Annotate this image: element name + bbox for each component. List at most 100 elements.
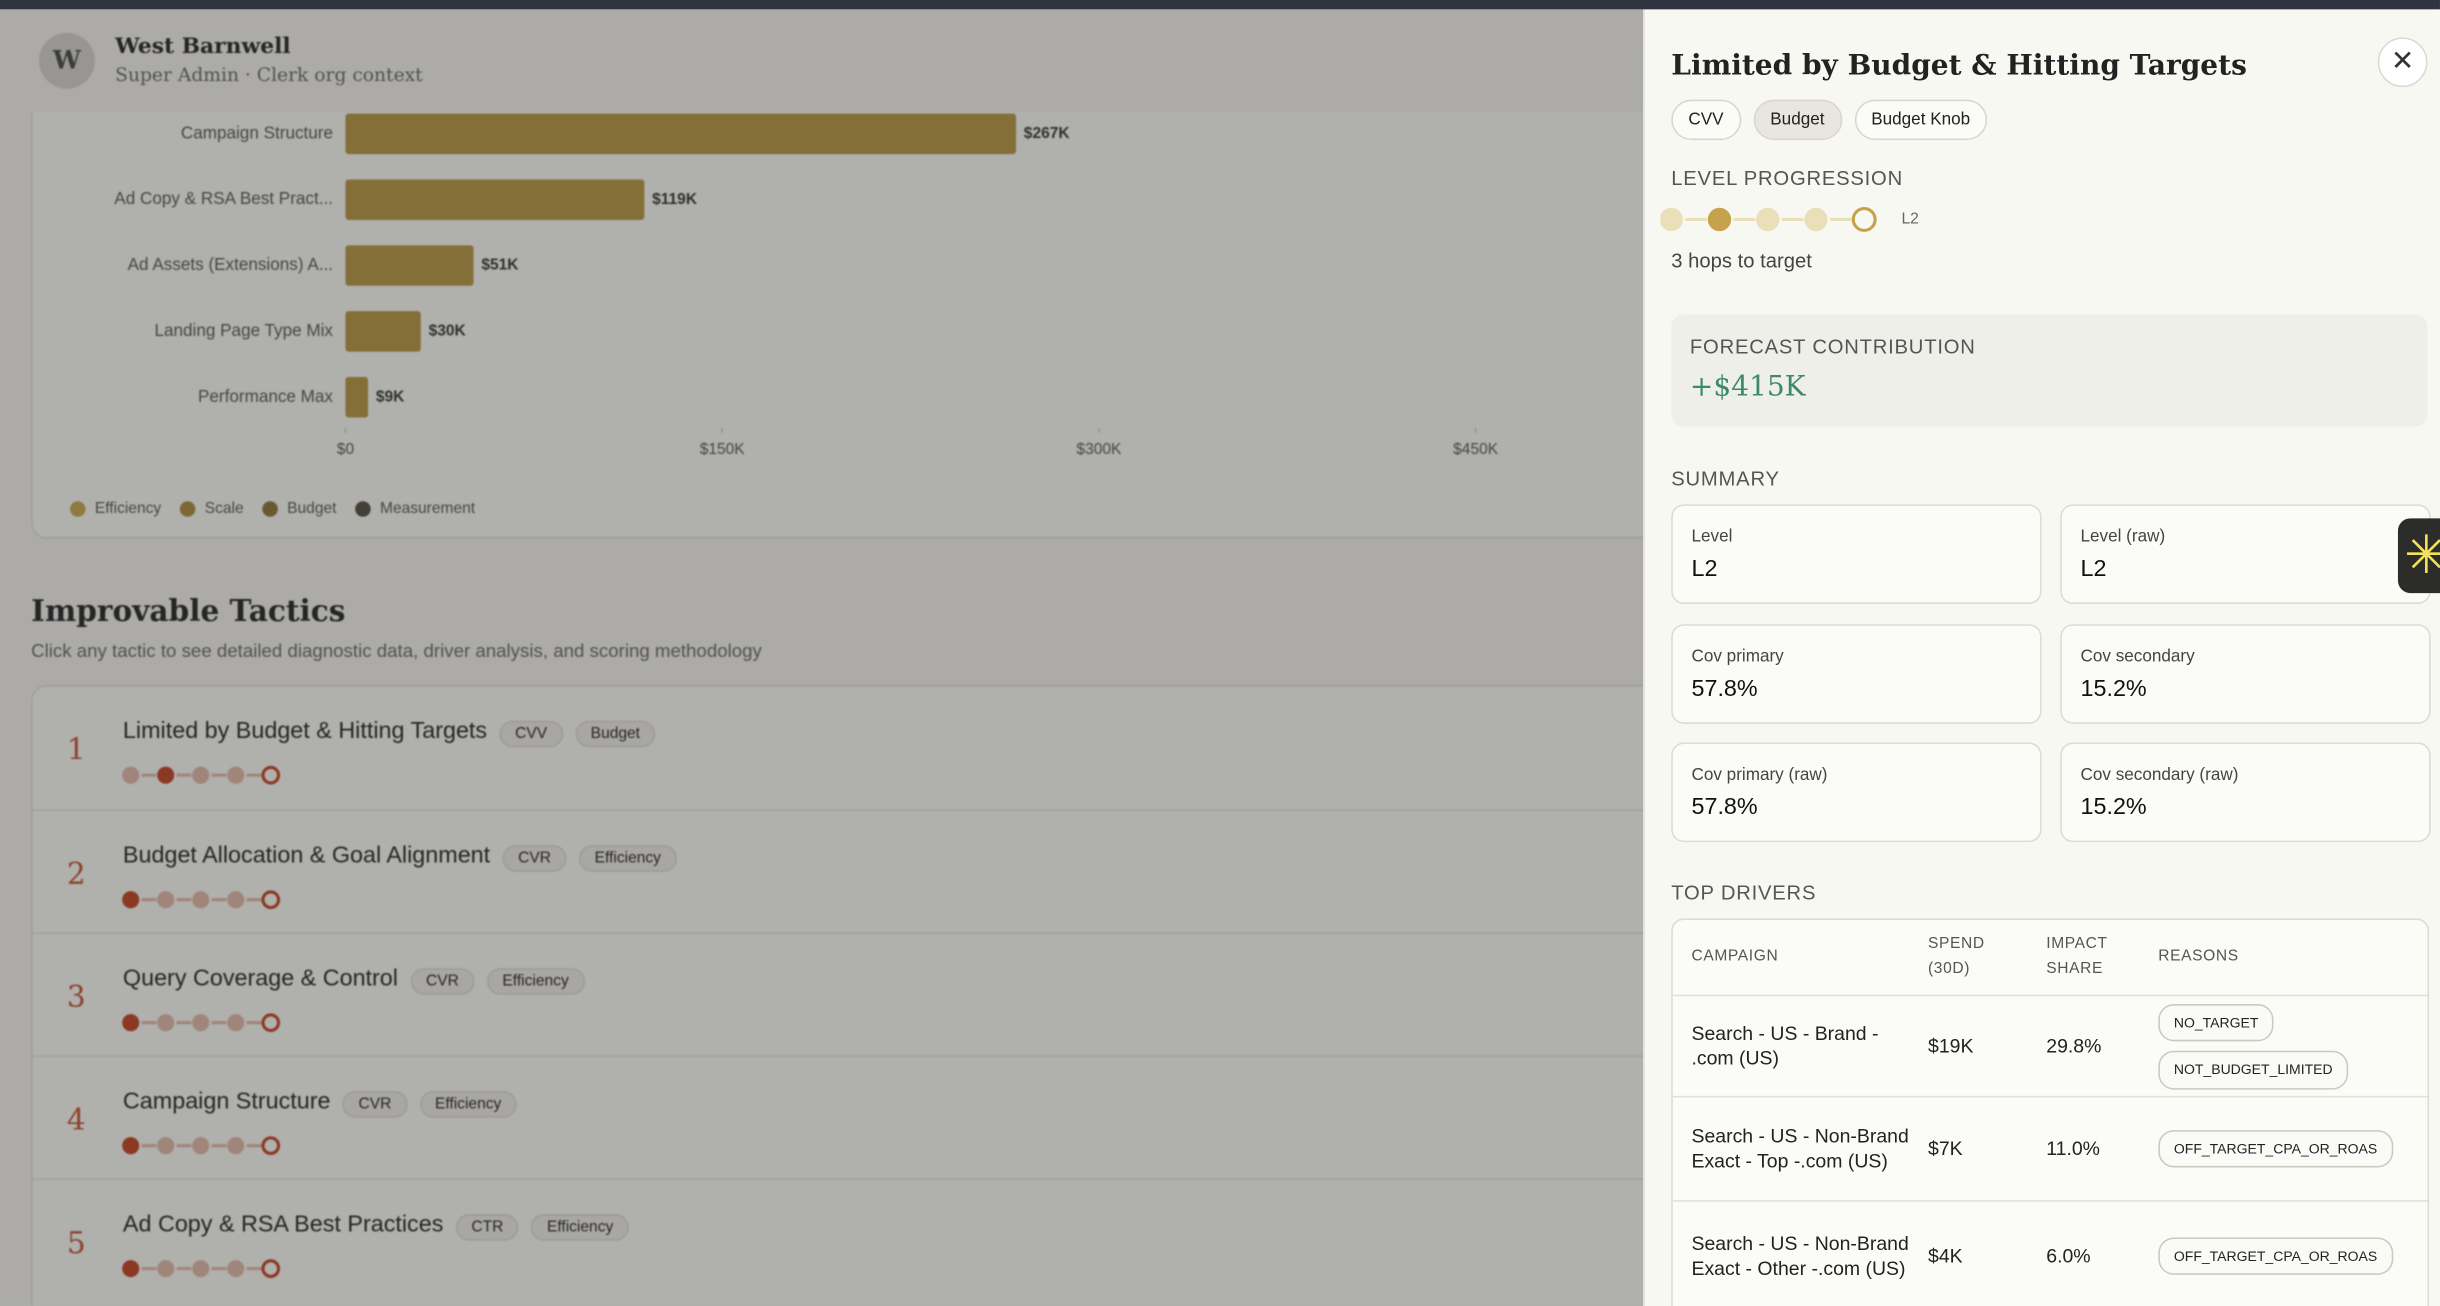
legend-swatch — [355, 501, 371, 517]
level-dot — [261, 1013, 281, 1033]
drivers-table: CAMPAIGN SPEND (30D) IMPACT SHARE REASONS Se… — [1671, 918, 2430, 1306]
current-level-dot — [122, 891, 140, 909]
reason-pill: OFF_TARGET_CPA_OR_ROAS — [2158, 1129, 2393, 1168]
level-dot — [1660, 207, 1683, 232]
tactic-name: Campaign Structure — [122, 1088, 331, 1115]
level-dot — [157, 1137, 175, 1155]
current-level-dot — [1707, 207, 1732, 232]
summary-card: Cov secondary 15.2% — [2060, 623, 2431, 724]
table-header: CAMPAIGN SPEND (30D) IMPACT SHARE REASONS — [1672, 920, 2428, 997]
summary-key: Cov primary (raw) — [1691, 765, 1828, 785]
x-tick-label: $450K — [1453, 441, 1499, 458]
panel-title: Limited by Budget & Hitting Targets — [1671, 49, 2247, 83]
bar — [345, 179, 645, 220]
filter-chip[interactable]: Budget — [1753, 99, 1842, 141]
value-label: $30K — [429, 323, 467, 340]
tactic-rank: 2 — [66, 857, 86, 892]
level-dot — [227, 1260, 245, 1278]
legend-label: Scale — [205, 500, 244, 517]
tactic-row[interactable]: 5 Ad Copy & RSA Best Practices CTR Efficien… — [32, 1178, 1644, 1303]
legend-label: Budget — [287, 500, 337, 517]
summary-grid: Level L2 Level (raw) L2 Cov primary 57.8% Cov … — [1671, 504, 2440, 846]
column-header: REASONS — [2158, 947, 2239, 966]
close-button[interactable]: ✕ — [2377, 37, 2428, 88]
legend-label: Efficiency — [95, 500, 161, 517]
summary-card: Level (raw) L2 — [2060, 504, 2431, 604]
tactic-tag: Budget — [575, 720, 656, 748]
legend-swatch — [179, 501, 196, 517]
tactic-tag: Efficiency — [486, 968, 585, 995]
tactic-rank: 3 — [66, 980, 86, 1015]
legend-label: Measurement — [380, 500, 476, 517]
summary-card: Level L2 — [1671, 504, 2042, 604]
assistant-widget[interactable]: ✳ — [2397, 518, 2440, 594]
tactic-tag: CVR — [502, 845, 567, 872]
level-dot — [1804, 207, 1828, 232]
summary-card: Cov primary 57.8% — [1671, 623, 2042, 724]
forecast-value: +$415K — [1689, 370, 1806, 404]
level-dot — [157, 1260, 175, 1278]
summary-value: L2 — [1691, 555, 1718, 583]
y-tick-label: Campaign Structure — [181, 123, 333, 142]
column-header: CAMPAIGN — [1691, 947, 1779, 966]
x-tick-label: $300K — [1076, 441, 1122, 458]
filter-chip[interactable]: CVV — [1671, 99, 1741, 141]
summary-key: Cov primary — [1691, 646, 1784, 666]
level-dot — [261, 1136, 281, 1155]
current-level-dot — [122, 1260, 140, 1278]
level-dot — [261, 890, 281, 910]
y-tick-label: Ad Copy & RSA Best Pract... — [114, 189, 333, 208]
forecast-box: FORECAST CONTRIBUTION +$415K — [1671, 314, 2428, 427]
reasons-cell: OFF_TARGET_CPA_OR_ROAS — [2158, 1125, 2409, 1172]
tactic-title-line: Campaign Structure CVR Efficiency — [123, 1088, 517, 1118]
tactic-tag: CVR — [342, 1091, 407, 1118]
bar — [345, 311, 421, 352]
summary-value: 57.8% — [1691, 674, 1758, 702]
tactic-progression — [122, 765, 281, 785]
summary-key: Cov secondary (raw) — [2080, 765, 2239, 785]
tactic-row[interactable]: 4 Campaign Structure CVR Efficiency — [32, 1055, 1644, 1180]
y-tick-label: Ad Assets (Extensions) A... — [128, 255, 333, 274]
legend-swatch — [262, 501, 278, 517]
level-label: L2 — [1902, 211, 1919, 228]
tactic-name: Ad Copy & RSA Best Practices — [122, 1211, 444, 1238]
current-level-dot — [157, 766, 175, 784]
column-header: IMPACT SHARE — [2046, 935, 2108, 978]
reason-wrap: OFF_TARGET_CPA_OR_ROAS — [2158, 1232, 2409, 1279]
reason-pill: OFF_TARGET_CPA_OR_ROAS — [2158, 1237, 2393, 1276]
tactic-name: Limited by Budget & Hitting Targets — [122, 717, 488, 745]
tactic-row[interactable]: 3 Query Coverage & Control CVR Efficiency — [32, 932, 1644, 1057]
bar — [345, 113, 1017, 155]
reasons-cell: OFF_TARGET_CPA_OR_ROAS — [2158, 1232, 2409, 1279]
modal-overlay[interactable] — [0, 9, 1644, 1306]
tactic-tag: Efficiency — [419, 1091, 517, 1118]
share-cell: 29.8% — [2046, 1034, 2102, 1057]
tactic-title-line: Ad Copy & RSA Best Practices CTR Efficienc… — [123, 1211, 629, 1241]
level-dot — [261, 765, 281, 785]
progression-label: LEVEL PROGRESSION — [1671, 166, 1903, 190]
filter-chip[interactable]: Budget Knob — [1854, 99, 1988, 141]
tactic-row[interactable]: 1 Limited by Budget & Hitting Targets CVV B… — [33, 686, 1644, 809]
spend-cell: $19K — [1928, 1034, 1974, 1057]
top-bar — [0, 0, 2440, 10]
level-progression: L2 — [1660, 207, 1919, 232]
value-label: $9K — [376, 388, 405, 405]
value-label: $267K — [1024, 125, 1071, 142]
x-tick-label: $150K — [700, 441, 746, 458]
summary-value: L2 — [2080, 555, 2107, 583]
y-tick-label: Landing Page Type Mix — [155, 321, 334, 340]
level-dot — [227, 891, 245, 909]
campaign-cell: Search - US - Non-Brand Exact - Other -.… — [1691, 1232, 1909, 1280]
tactic-tag: Efficiency — [531, 1214, 629, 1241]
bar-chart: $0 $150K $300K $450K Campaign Structure $267K… — [70, 113, 1499, 517]
drivers-label: TOP DRIVERS — [1671, 881, 1817, 905]
tactic-row[interactable]: 2 Budget Allocation & Goal Alignment CVR Ef… — [32, 809, 1644, 934]
summary-value: 57.8% — [1691, 793, 1758, 821]
bar — [345, 377, 369, 418]
detail-panel: Limited by Budget & Hitting Targets ✕ CV… — [1643, 9, 2440, 1306]
share-cell: 6.0% — [2046, 1244, 2091, 1267]
section-subtitle: Click any tactic to see detailed diagnos… — [31, 639, 762, 662]
summary-card: Cov primary (raw) 57.8% — [1671, 742, 2042, 843]
level-dot — [227, 766, 245, 784]
